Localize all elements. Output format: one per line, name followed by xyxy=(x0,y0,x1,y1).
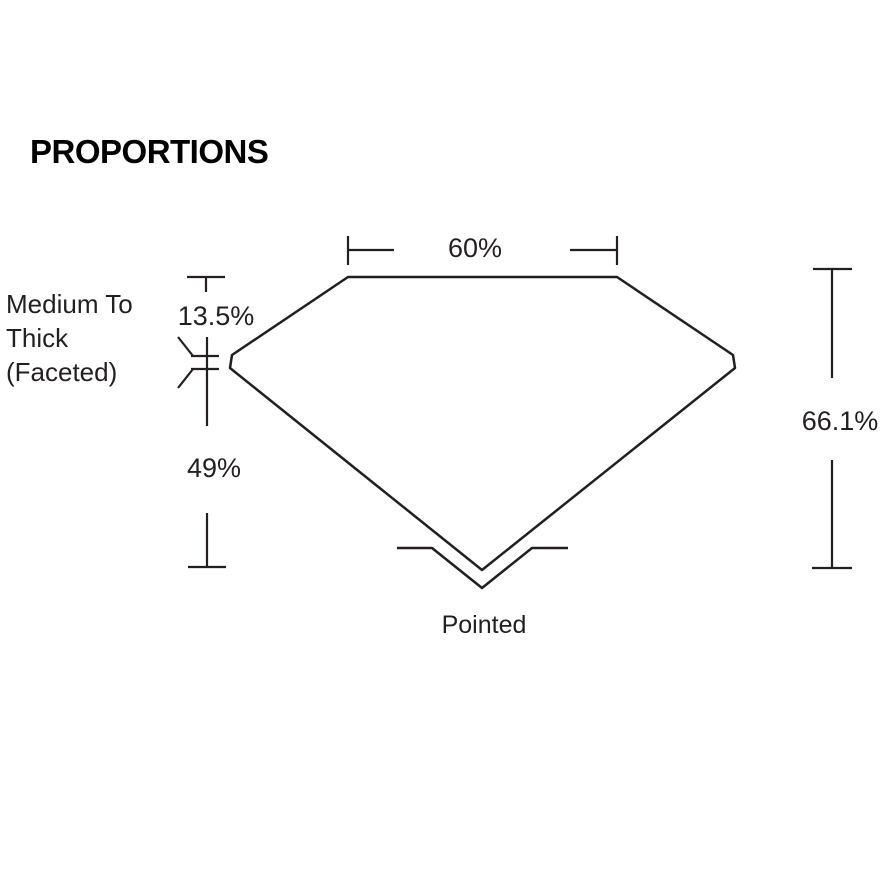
page-title: PROPORTIONS xyxy=(30,133,269,170)
diamond-outline-group xyxy=(228,275,737,572)
girdle-thickness-label: Medium To Thick (Faceted) xyxy=(6,289,133,387)
crown-height-dimension: 13.5% xyxy=(177,275,255,426)
culet-label: Pointed xyxy=(442,611,527,639)
total-depth-dimension: 66.1% xyxy=(802,267,879,570)
culet-indicator-group: Pointed xyxy=(397,546,568,639)
girdle-top-leader xyxy=(177,336,194,357)
total-depth-value: 66.1% xyxy=(802,406,879,436)
table-width-value: 60% xyxy=(448,233,502,263)
diamond-outline xyxy=(228,275,737,572)
pavilion-depth-value: 49% xyxy=(187,453,241,483)
culet-pointed-indicator xyxy=(397,546,568,590)
crown-height-value: 13.5% xyxy=(178,301,255,331)
pavilion-depth-dimension: 49% xyxy=(187,453,241,569)
table-width-dimension: 60% xyxy=(346,233,619,265)
girdle-bottom-leader xyxy=(177,368,194,389)
